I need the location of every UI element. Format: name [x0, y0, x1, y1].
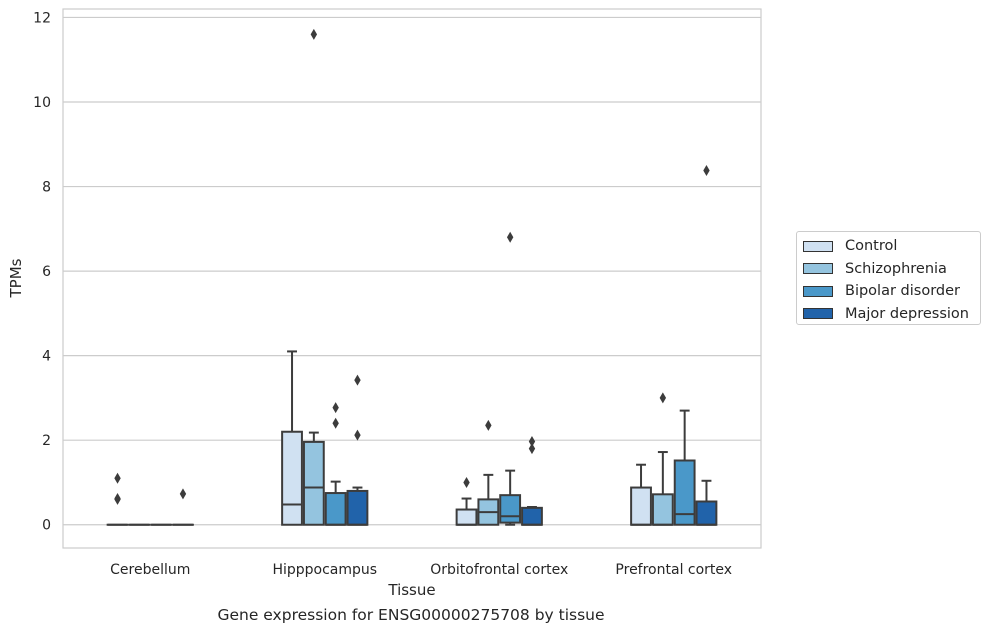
legend-item-schizophrenia: Schizophrenia [803, 258, 980, 281]
box-orbitofrontal-cortex-major-depression-outlier-0 [528, 443, 536, 455]
y-axis-label: TPMs [7, 258, 25, 298]
box-hipppocampus-control [281, 350, 303, 526]
legend-swatch-major-depression [803, 308, 833, 320]
box-orbitofrontal-cortex-control-iqr [455, 508, 478, 526]
legend-item-major-depression: Major depression [803, 303, 980, 326]
box-prefrontal-cortex-schizophrenia-iqr [651, 493, 674, 526]
y-tick-label: 6 [42, 264, 51, 280]
legend-label-bipolar-disorder: Bipolar disorder [845, 283, 960, 300]
legend-swatch-bipolar-disorder [803, 285, 833, 297]
box-prefrontal-cortex-major-depression-iqr [695, 500, 718, 526]
box-orbitofrontal-cortex-major-depression-outlier-1 [528, 435, 536, 447]
box-hipppocampus-major-depression-outlier-0 [354, 429, 361, 441]
legend-item-control: Control [803, 235, 980, 258]
y-tick-label: 8 [42, 180, 51, 196]
box-hipppocampus-bipolar-disorder-outlier-0 [332, 417, 339, 429]
box-prefrontal-cortex-schizophrenia [651, 392, 674, 526]
box-cerebellum-control [106, 472, 129, 526]
box-orbitofrontal-cortex-schizophrenia [477, 419, 500, 526]
box-orbitofrontal-cortex-bipolar-disorder [499, 231, 522, 526]
legend-swatch-schizophrenia [803, 263, 833, 275]
box-hipppocampus-control-iqr [281, 430, 303, 526]
box-prefrontal-cortex-major-depression-outlier-0 [703, 164, 710, 176]
box-cerebellum-major-depression [172, 488, 194, 526]
grid-lines [63, 16, 761, 526]
x-tick-label-hipppocampus: Hipppocampus [272, 562, 377, 578]
box-orbitofrontal-cortex-major-depression-iqr [521, 506, 543, 526]
box-prefrontal-cortex-bipolar-disorder-iqr [673, 459, 696, 526]
y-tick-label: 12 [33, 10, 51, 26]
y-tick-label: 10 [33, 95, 51, 111]
chart-caption: Gene expression for ENSG00000275708 by t… [217, 606, 605, 624]
x-tick-label-orbitofrontal-cortex: Orbitofrontal cortex [430, 562, 568, 578]
box-orbitofrontal-cortex-major-depression [521, 435, 543, 526]
box-prefrontal-cortex-control [630, 463, 652, 526]
plot-frame [62, 8, 762, 549]
box-hipppocampus-major-depression-iqr [346, 489, 369, 526]
box-prefrontal-cortex-control-iqr [630, 486, 652, 526]
box-hipppocampus-schizophrenia-iqr [302, 440, 325, 526]
legend: Control Schizophrenia Bipolar disorder Majo… [796, 231, 981, 325]
box-hipppocampus-schizophrenia-outlier-0 [310, 28, 318, 40]
box-prefrontal-cortex-major-depression [695, 164, 718, 526]
box-prefrontal-cortex-bipolar-disorder [673, 409, 696, 526]
box-hipppocampus-bipolar-disorder-outlier-1 [332, 402, 339, 414]
box-orbitofrontal-cortex-bipolar-disorder-outlier-0 [506, 231, 514, 243]
y-tick-label: 2 [42, 433, 51, 449]
legend-label-schizophrenia: Schizophrenia [845, 260, 947, 277]
y-tick-labels: 0 2 4 6 8 10 12 [33, 10, 51, 533]
box-hipppocampus-bipolar-disorder [324, 402, 347, 526]
box-orbitofrontal-cortex-schizophrenia-outlier-0 [485, 419, 492, 431]
legend-label-control: Control [845, 238, 898, 255]
box-hipppocampus-major-depression [346, 374, 369, 526]
x-tick-labels: Cerebellum Hipppocampus Orbitofrontal cort… [110, 562, 732, 578]
legend-item-bipolar-disorder: Bipolar disorder [803, 280, 980, 303]
x-tick-label-cerebellum: Cerebellum [110, 562, 190, 578]
box-cerebellum-control-outlier-1 [114, 493, 121, 505]
box-hipppocampus-schizophrenia [302, 28, 325, 526]
box-hipppocampus-bipolar-disorder-iqr [324, 492, 347, 526]
box-orbitofrontal-cortex-control [455, 476, 478, 526]
legend-swatch-control [803, 240, 833, 252]
box-orbitofrontal-cortex-control-outlier-0 [463, 476, 470, 488]
box-prefrontal-cortex-schizophrenia-outlier-0 [659, 392, 667, 404]
y-tick-label: 4 [42, 349, 51, 365]
y-tick-label: 0 [42, 518, 51, 534]
box-cerebellum-major-depression-outlier-0 [179, 488, 187, 500]
x-axis-label: Tissue [387, 581, 435, 599]
box-cerebellum-control-outlier-2 [114, 472, 121, 484]
x-tick-label-prefrontal-cortex: Prefrontal cortex [615, 562, 732, 578]
box-orbitofrontal-cortex-bipolar-disorder-iqr [499, 494, 522, 524]
plot-marks [106, 28, 718, 526]
legend-label-major-depression: Major depression [845, 305, 969, 322]
box-hipppocampus-major-depression-outlier-1 [354, 374, 361, 386]
